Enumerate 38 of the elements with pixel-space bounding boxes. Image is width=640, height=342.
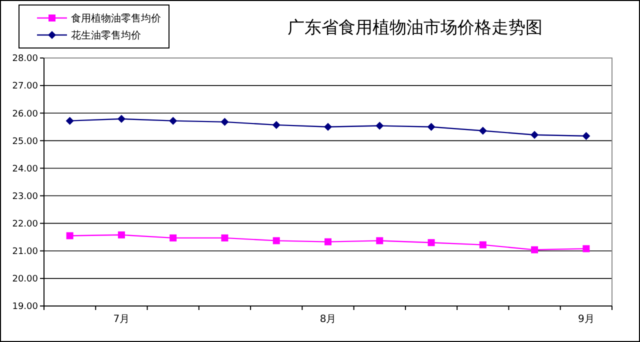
point — [376, 237, 384, 244]
x-tick-label: 8月 — [320, 314, 336, 325]
point — [530, 130, 539, 139]
legend-label: 食用植物油零售均价 — [71, 12, 161, 24]
point — [169, 116, 178, 125]
point — [479, 241, 486, 248]
point — [66, 116, 74, 125]
y-tick-label: 27.00 — [12, 82, 38, 92]
point — [427, 122, 436, 131]
y-tick-label: 19.00 — [12, 302, 38, 312]
point — [272, 237, 280, 244]
point — [118, 231, 125, 238]
point — [376, 122, 384, 130]
y-tick-label: 22.00 — [12, 219, 38, 230]
y-tick-label: 24.00 — [12, 164, 38, 174]
y-tick-label: 20.00 — [12, 274, 38, 285]
x-tick-label: 7月 — [113, 314, 130, 325]
point — [117, 114, 126, 123]
y-tick-label: 28.00 — [12, 54, 38, 64]
y-tick-label: 25.00 — [12, 136, 38, 147]
point — [221, 234, 228, 242]
legend-label: 花生油零售均价 — [71, 30, 141, 42]
point — [220, 118, 229, 126]
point — [170, 234, 177, 242]
chart-title: 广东省食用植物油市场价格走势图 — [288, 18, 542, 38]
point — [531, 246, 538, 254]
y-tick-label: 23.00 — [12, 192, 38, 202]
point — [66, 232, 74, 240]
point — [428, 239, 435, 246]
point — [582, 245, 590, 252]
y-tick-label: 21.00 — [12, 247, 38, 258]
point — [478, 126, 487, 135]
point — [272, 120, 280, 129]
x-tick-label: 9月 — [578, 314, 594, 325]
point — [582, 132, 590, 140]
point — [324, 122, 332, 131]
point — [324, 238, 332, 246]
y-tick-label: 26.00 — [12, 109, 38, 120]
